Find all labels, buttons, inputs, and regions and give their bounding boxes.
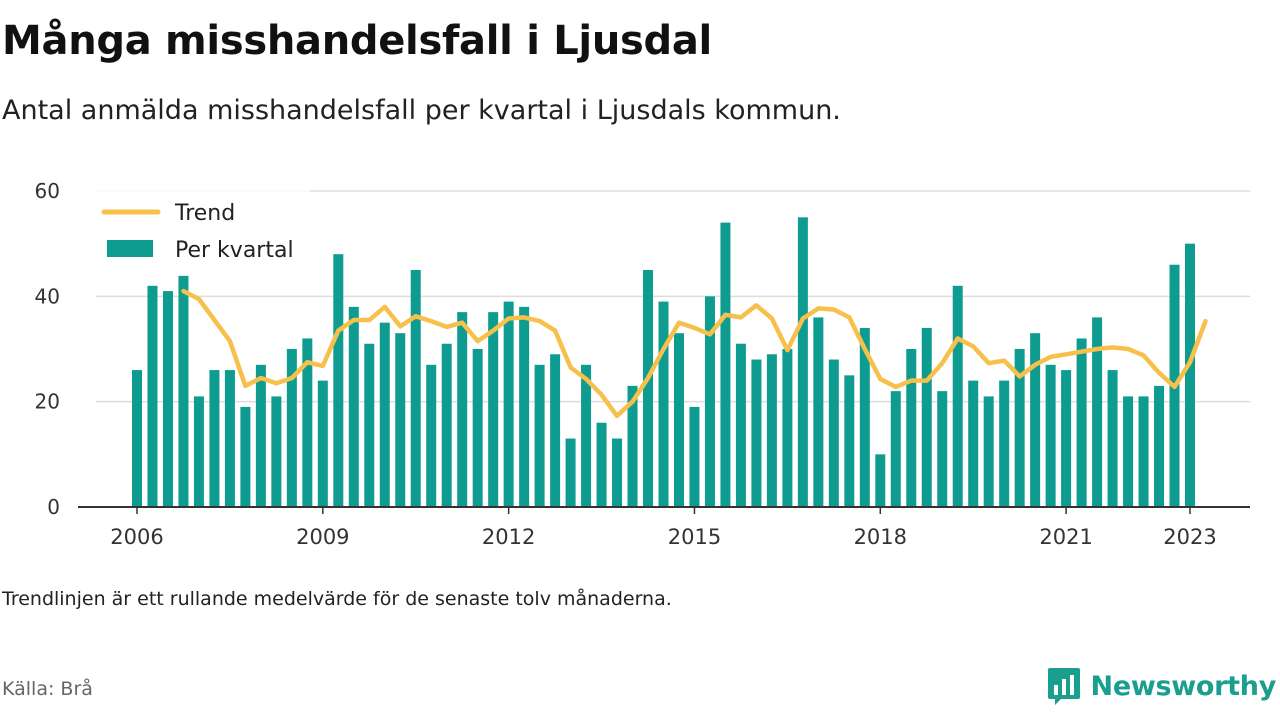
x-tick-label: 2021: [1039, 525, 1092, 549]
bar: [550, 354, 561, 507]
bar: [704, 296, 715, 507]
bar: [302, 338, 313, 507]
bar: [240, 406, 251, 507]
bar: [735, 343, 746, 507]
legend-label-bar: Per kvartal: [175, 238, 294, 263]
bar: [766, 354, 777, 507]
bar: [519, 306, 530, 507]
bar: [209, 370, 220, 507]
bar: [983, 396, 994, 507]
bar: [813, 317, 824, 507]
trend-series: [181, 288, 1208, 419]
bar: [1092, 317, 1103, 507]
bar: [1014, 349, 1025, 507]
x-tick-label: 2009: [296, 525, 349, 549]
x-tick-label: 2018: [854, 525, 907, 549]
bar: [193, 396, 204, 507]
bar: [395, 333, 406, 507]
legend: Trend Per kvartal: [92, 190, 310, 276]
bar: [364, 343, 375, 507]
bar-series: [132, 217, 1195, 508]
bar: [271, 396, 282, 507]
bar: [286, 349, 297, 507]
bar: [658, 301, 669, 507]
bar: [178, 275, 189, 507]
bar: [488, 312, 499, 507]
bar: [565, 438, 576, 507]
bar: [1045, 364, 1056, 507]
bar: [1154, 385, 1165, 507]
bar: [1076, 338, 1087, 507]
brand-name: Newsworthy: [1090, 670, 1277, 702]
bar: [673, 333, 684, 507]
axes: 0 20 40 60 2006 2009 2012 2015 2018 2021 2023: [35, 179, 1250, 549]
bar: [643, 270, 654, 507]
bar: [844, 375, 855, 507]
bar: [689, 406, 700, 507]
y-tick-label: 60: [35, 179, 60, 203]
bar: [612, 438, 623, 507]
legend-background: [92, 190, 310, 276]
bar: [952, 285, 963, 507]
bar: [782, 349, 793, 507]
bar: [441, 343, 452, 507]
bar: [410, 270, 421, 507]
x-tick-label: 2023: [1163, 525, 1216, 549]
bar: [937, 391, 948, 507]
legend-swatch-bar: [107, 240, 153, 257]
bar: [255, 364, 266, 507]
bar: [627, 385, 638, 507]
bar: [457, 312, 468, 507]
bar: [1123, 396, 1134, 507]
bar: [596, 422, 607, 507]
chart-subtitle: Antal anmälda misshandelsfall per kvarta…: [2, 95, 841, 126]
bar: [147, 285, 158, 507]
bar: [875, 454, 886, 507]
bar: [426, 364, 437, 507]
source-label: Källa: Brå: [2, 678, 93, 700]
x-tick-label: 2012: [482, 525, 535, 549]
trend-note: Trendlinjen är ett rullande medelvärde f…: [2, 588, 672, 610]
bar: [1107, 370, 1118, 507]
y-tick-label: 20: [35, 390, 60, 414]
bar: [348, 306, 359, 507]
bar: [162, 291, 173, 507]
brand-logo: Newsworthy: [1047, 664, 1276, 708]
bar: [333, 254, 344, 507]
legend-label-trend: Trend: [174, 201, 235, 226]
bar: [1185, 243, 1195, 507]
y-tick-label: 40: [35, 284, 60, 308]
bar: [534, 364, 545, 507]
bar: [503, 301, 514, 507]
bar: [968, 380, 979, 507]
x-tick-label: 2015: [668, 525, 721, 549]
bar: [317, 380, 328, 507]
trend-line: [181, 288, 1208, 419]
chart: 0 20 40 60 2006 2009 2012 2015 2018 2021 2023 Tren…: [35, 179, 1250, 549]
bar: [906, 349, 917, 507]
bar: [828, 359, 839, 507]
bar: [890, 391, 901, 507]
bar: [859, 327, 870, 507]
bar: [132, 370, 142, 507]
newsworthy-logo-icon: [1047, 668, 1080, 705]
bar: [581, 364, 592, 507]
x-tick-label: 2006: [110, 525, 163, 549]
bar: [720, 222, 731, 507]
bar: [797, 217, 808, 508]
bar: [999, 380, 1010, 507]
bar: [379, 322, 390, 507]
bar: [751, 359, 762, 507]
bar: [472, 349, 483, 507]
bar: [1030, 333, 1041, 507]
bar: [921, 327, 932, 507]
bar: [1061, 370, 1072, 507]
y-tick-label: 0: [47, 495, 60, 519]
bar: [1138, 396, 1149, 507]
bar: [224, 370, 235, 507]
chart-title: Många misshandelsfall i Ljusdal: [2, 18, 712, 64]
